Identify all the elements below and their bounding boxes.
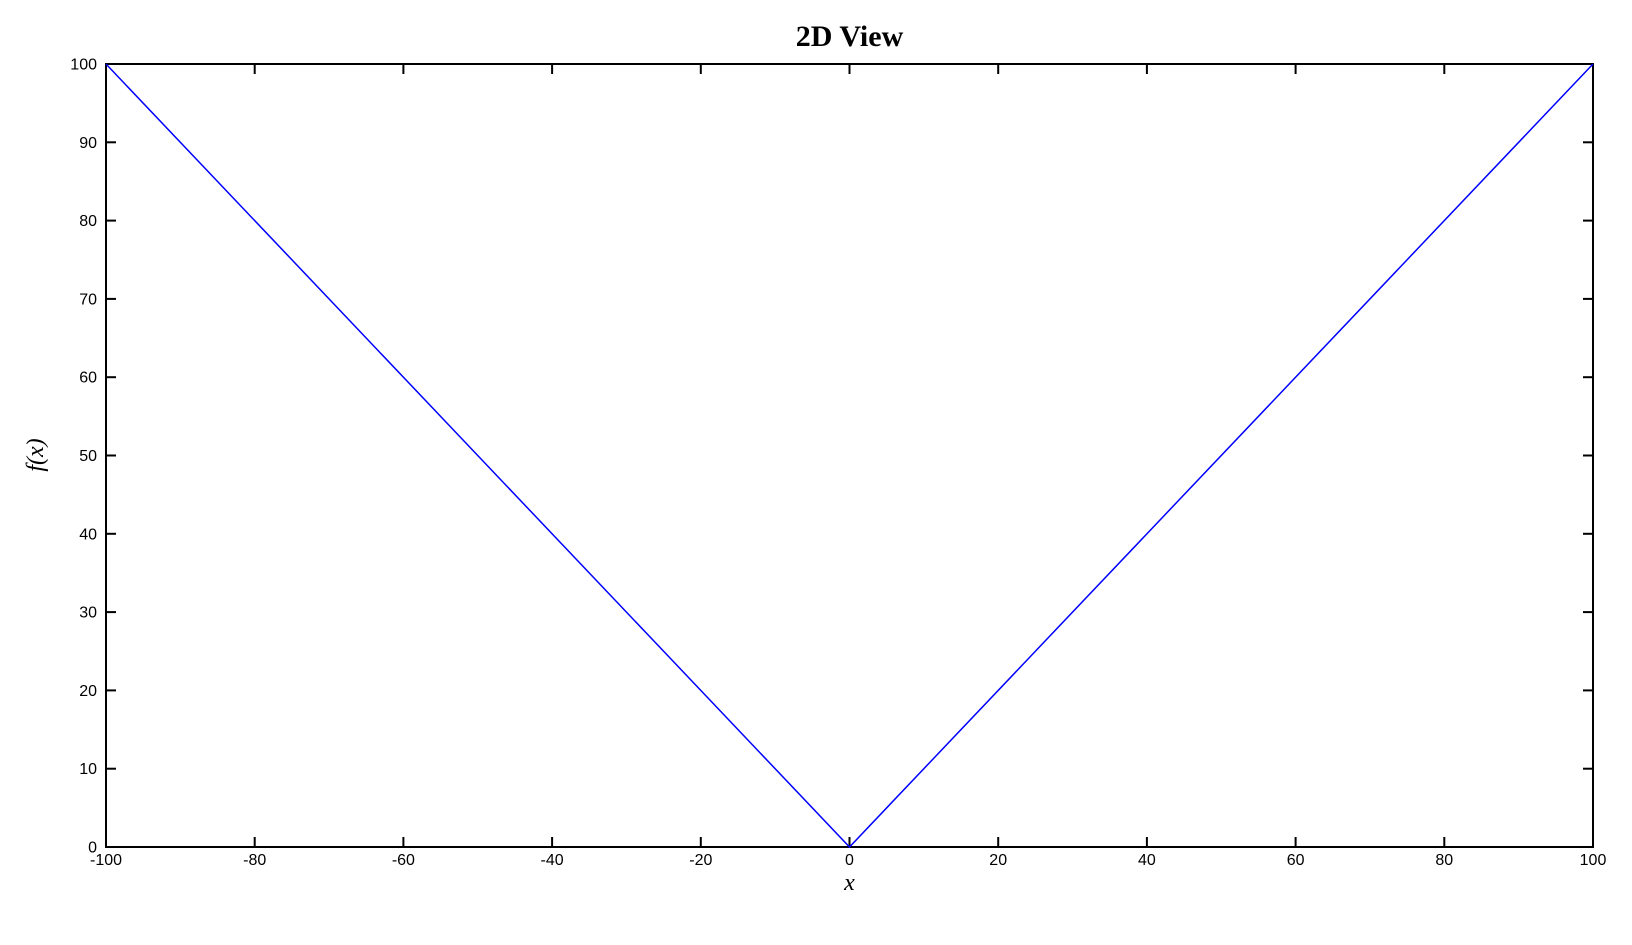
y-tick-label: 40	[79, 526, 97, 543]
x-tick-label: -80	[243, 852, 266, 869]
y-tick-label: 100	[70, 57, 97, 74]
plot-box	[105, 63, 1594, 848]
y-tick-label: 20	[79, 683, 97, 700]
x-tick-label: 80	[1435, 852, 1453, 869]
y-tick-label: 60	[79, 370, 97, 387]
y-tick-label: 90	[79, 135, 97, 152]
y-tick-label: 0	[88, 840, 97, 857]
y-tick-label: 30	[79, 605, 97, 622]
x-tick-label: 20	[989, 852, 1007, 869]
x-tick-label: -100	[90, 852, 122, 869]
x-tick-label: 0	[845, 852, 854, 869]
y-tick-label: 50	[79, 448, 97, 465]
y-axis-label: f(x)	[23, 438, 49, 472]
x-tick-label: -60	[392, 852, 415, 869]
x-tick-label: 40	[1138, 852, 1156, 869]
x-tick-label: 100	[1580, 852, 1607, 869]
x-tick-label: -20	[689, 852, 712, 869]
x-axis-label: x	[844, 870, 855, 896]
chart-title: 2D View	[795, 20, 904, 53]
y-tick-label: 80	[79, 213, 97, 230]
y-tick-label: 70	[79, 291, 97, 308]
y-tick-label: 10	[79, 761, 97, 778]
x-tick-label: -40	[541, 852, 564, 869]
function-line	[105, 63, 1594, 849]
x-tick-label: 60	[1287, 852, 1305, 869]
